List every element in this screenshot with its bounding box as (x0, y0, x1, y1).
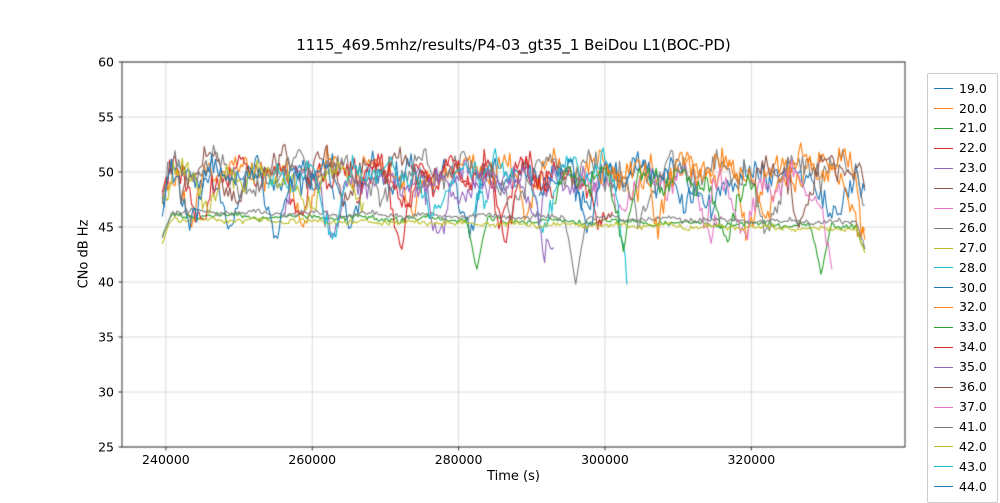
legend-item: 27.0 (928, 238, 997, 258)
legend-item: 37.0 (928, 397, 997, 417)
legend-item: 26.0 (928, 218, 997, 238)
legend-item-label: 41.0 (959, 418, 987, 434)
legend-swatch-line (934, 168, 953, 169)
y-tick-label: 30 (98, 384, 114, 400)
x-tick-label: 240000 (142, 452, 190, 467)
legend-swatch-line (934, 486, 953, 488)
legend-swatch-line (934, 446, 953, 448)
legend-item: 28.0 (928, 258, 997, 278)
y-tick-label: 50 (98, 164, 114, 180)
legend-item-label: 25.0 (959, 200, 987, 216)
legend-item: 21.0 (928, 119, 997, 139)
x-tick-label: 300000 (581, 452, 629, 467)
y-tick-label: 40 (98, 274, 114, 290)
legend-swatch-line (934, 88, 953, 90)
legend-item-label: 30.0 (959, 279, 987, 295)
legend-item-label: 42.0 (959, 438, 987, 454)
y-tick-label: 35 (98, 329, 114, 345)
legend-item-label: 44.0 (959, 478, 987, 494)
legend-item-label: 32.0 (959, 299, 987, 315)
legend-swatch-line (934, 128, 953, 130)
legend-item-label: 22.0 (959, 140, 987, 156)
legend-item: 41.0 (928, 417, 997, 437)
legend-item: 22.0 (928, 139, 997, 159)
legend-item: 20.0 (928, 99, 997, 119)
x-axis-label: Time (s) (487, 469, 540, 484)
legend-item: 42.0 (928, 437, 997, 457)
legend-item: 32.0 (928, 298, 997, 318)
legend-swatch-line (934, 108, 953, 110)
legend-swatch-line (934, 327, 953, 329)
legend-item-label: 23.0 (959, 160, 987, 176)
legend-item-label: 36.0 (959, 379, 987, 395)
legend-item: 19.0 (928, 79, 997, 99)
legend-item: 43.0 (928, 457, 997, 477)
legend-item-label: 26.0 (959, 219, 987, 235)
legend-item: 33.0 (928, 318, 997, 338)
y-tick-label: 55 (98, 109, 114, 125)
legend-swatch-line (934, 148, 953, 150)
legend-swatch-line (934, 406, 953, 408)
legend-item-label: 37.0 (959, 398, 987, 414)
y-tick-label: 60 (98, 54, 114, 70)
legend-item-label: 33.0 (959, 319, 987, 335)
legend: 19.0 20.0 21.0 22.0 23.0 24.0 25.0 26.0 … (927, 73, 998, 503)
legend-item: 36.0 (928, 377, 997, 397)
x-tick-label: 320000 (727, 452, 776, 467)
x-tick-label: 260000 (288, 452, 337, 467)
legend-item: 30.0 (928, 278, 997, 298)
legend-swatch-line (934, 366, 953, 368)
legend-swatch-line (934, 207, 953, 209)
legend-item-label: 24.0 (959, 180, 987, 196)
legend-item-label: 21.0 (959, 120, 987, 136)
legend-swatch-line (934, 386, 953, 388)
legend-swatch-line (934, 267, 953, 269)
legend-swatch-line (934, 426, 953, 428)
legend-swatch-line (934, 227, 953, 229)
legend-item: 35.0 (928, 357, 997, 377)
legend-item: 25.0 (928, 198, 997, 218)
legend-item: 44.0 (928, 477, 997, 497)
x-tick-label: 280000 (434, 452, 483, 467)
chart-title: 1115_469.5mhz/results/P4-03_gt35_1 BeiDo… (296, 36, 731, 54)
legend-item-label: 35.0 (959, 359, 987, 375)
legend-item-label: 43.0 (959, 458, 987, 474)
legend-swatch-line (934, 307, 953, 309)
legend-item-label: 27.0 (959, 239, 987, 255)
y-tick-label: 45 (98, 219, 114, 235)
legend-swatch-line (934, 347, 953, 349)
legend-item-label: 19.0 (959, 80, 987, 96)
legend-item-label: 34.0 (959, 339, 987, 355)
legend-swatch-line (934, 466, 953, 468)
y-tick-label: 25 (98, 439, 114, 455)
legend-item: 34.0 (928, 338, 997, 358)
legend-item-label: 28.0 (959, 259, 987, 275)
legend-swatch-line (934, 287, 953, 289)
legend-swatch-line (934, 187, 953, 189)
legend-item-label: 20.0 (959, 100, 987, 116)
legend-item: 23.0 (928, 159, 997, 179)
y-axis-label: CNo dB Hz (76, 219, 92, 289)
legend-swatch-line (934, 247, 953, 249)
legend-item: 24.0 (928, 178, 997, 198)
